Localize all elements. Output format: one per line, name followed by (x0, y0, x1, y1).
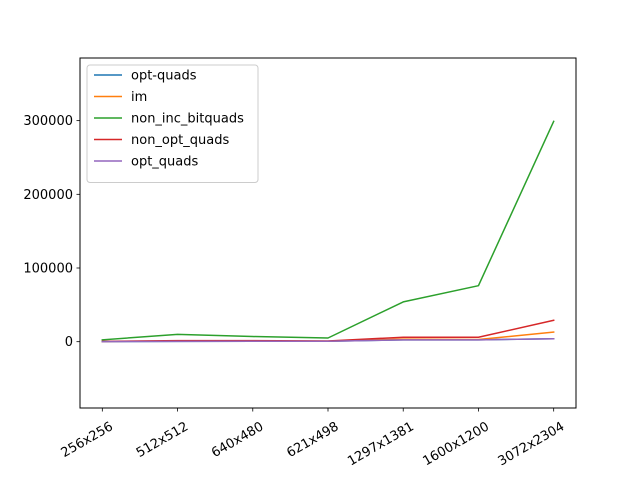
legend-label-1: im (131, 90, 147, 105)
y-axis: 0 100000 200000 300000 (23, 114, 80, 350)
series-line-4 (101, 337, 555, 343)
y-tick-label: 300000 (23, 114, 73, 129)
legend-label-2: non_inc_bitquads (131, 112, 244, 127)
legend-box (86, 64, 259, 183)
legend-label-3: non_opt_quads (131, 133, 229, 148)
legend-label-4: opt_quads (131, 155, 199, 170)
series-layer (101, 120, 555, 343)
y-tick-label: 200000 (23, 188, 73, 203)
y-tick-label: 0 (65, 335, 73, 350)
series-line-2 (101, 120, 555, 341)
legend: opt-quads im non_inc_bitquads non_opt_quads… (86, 64, 259, 183)
y-tick-label: 100000 (23, 262, 73, 277)
legend-label-0: opt-quads (131, 69, 197, 84)
